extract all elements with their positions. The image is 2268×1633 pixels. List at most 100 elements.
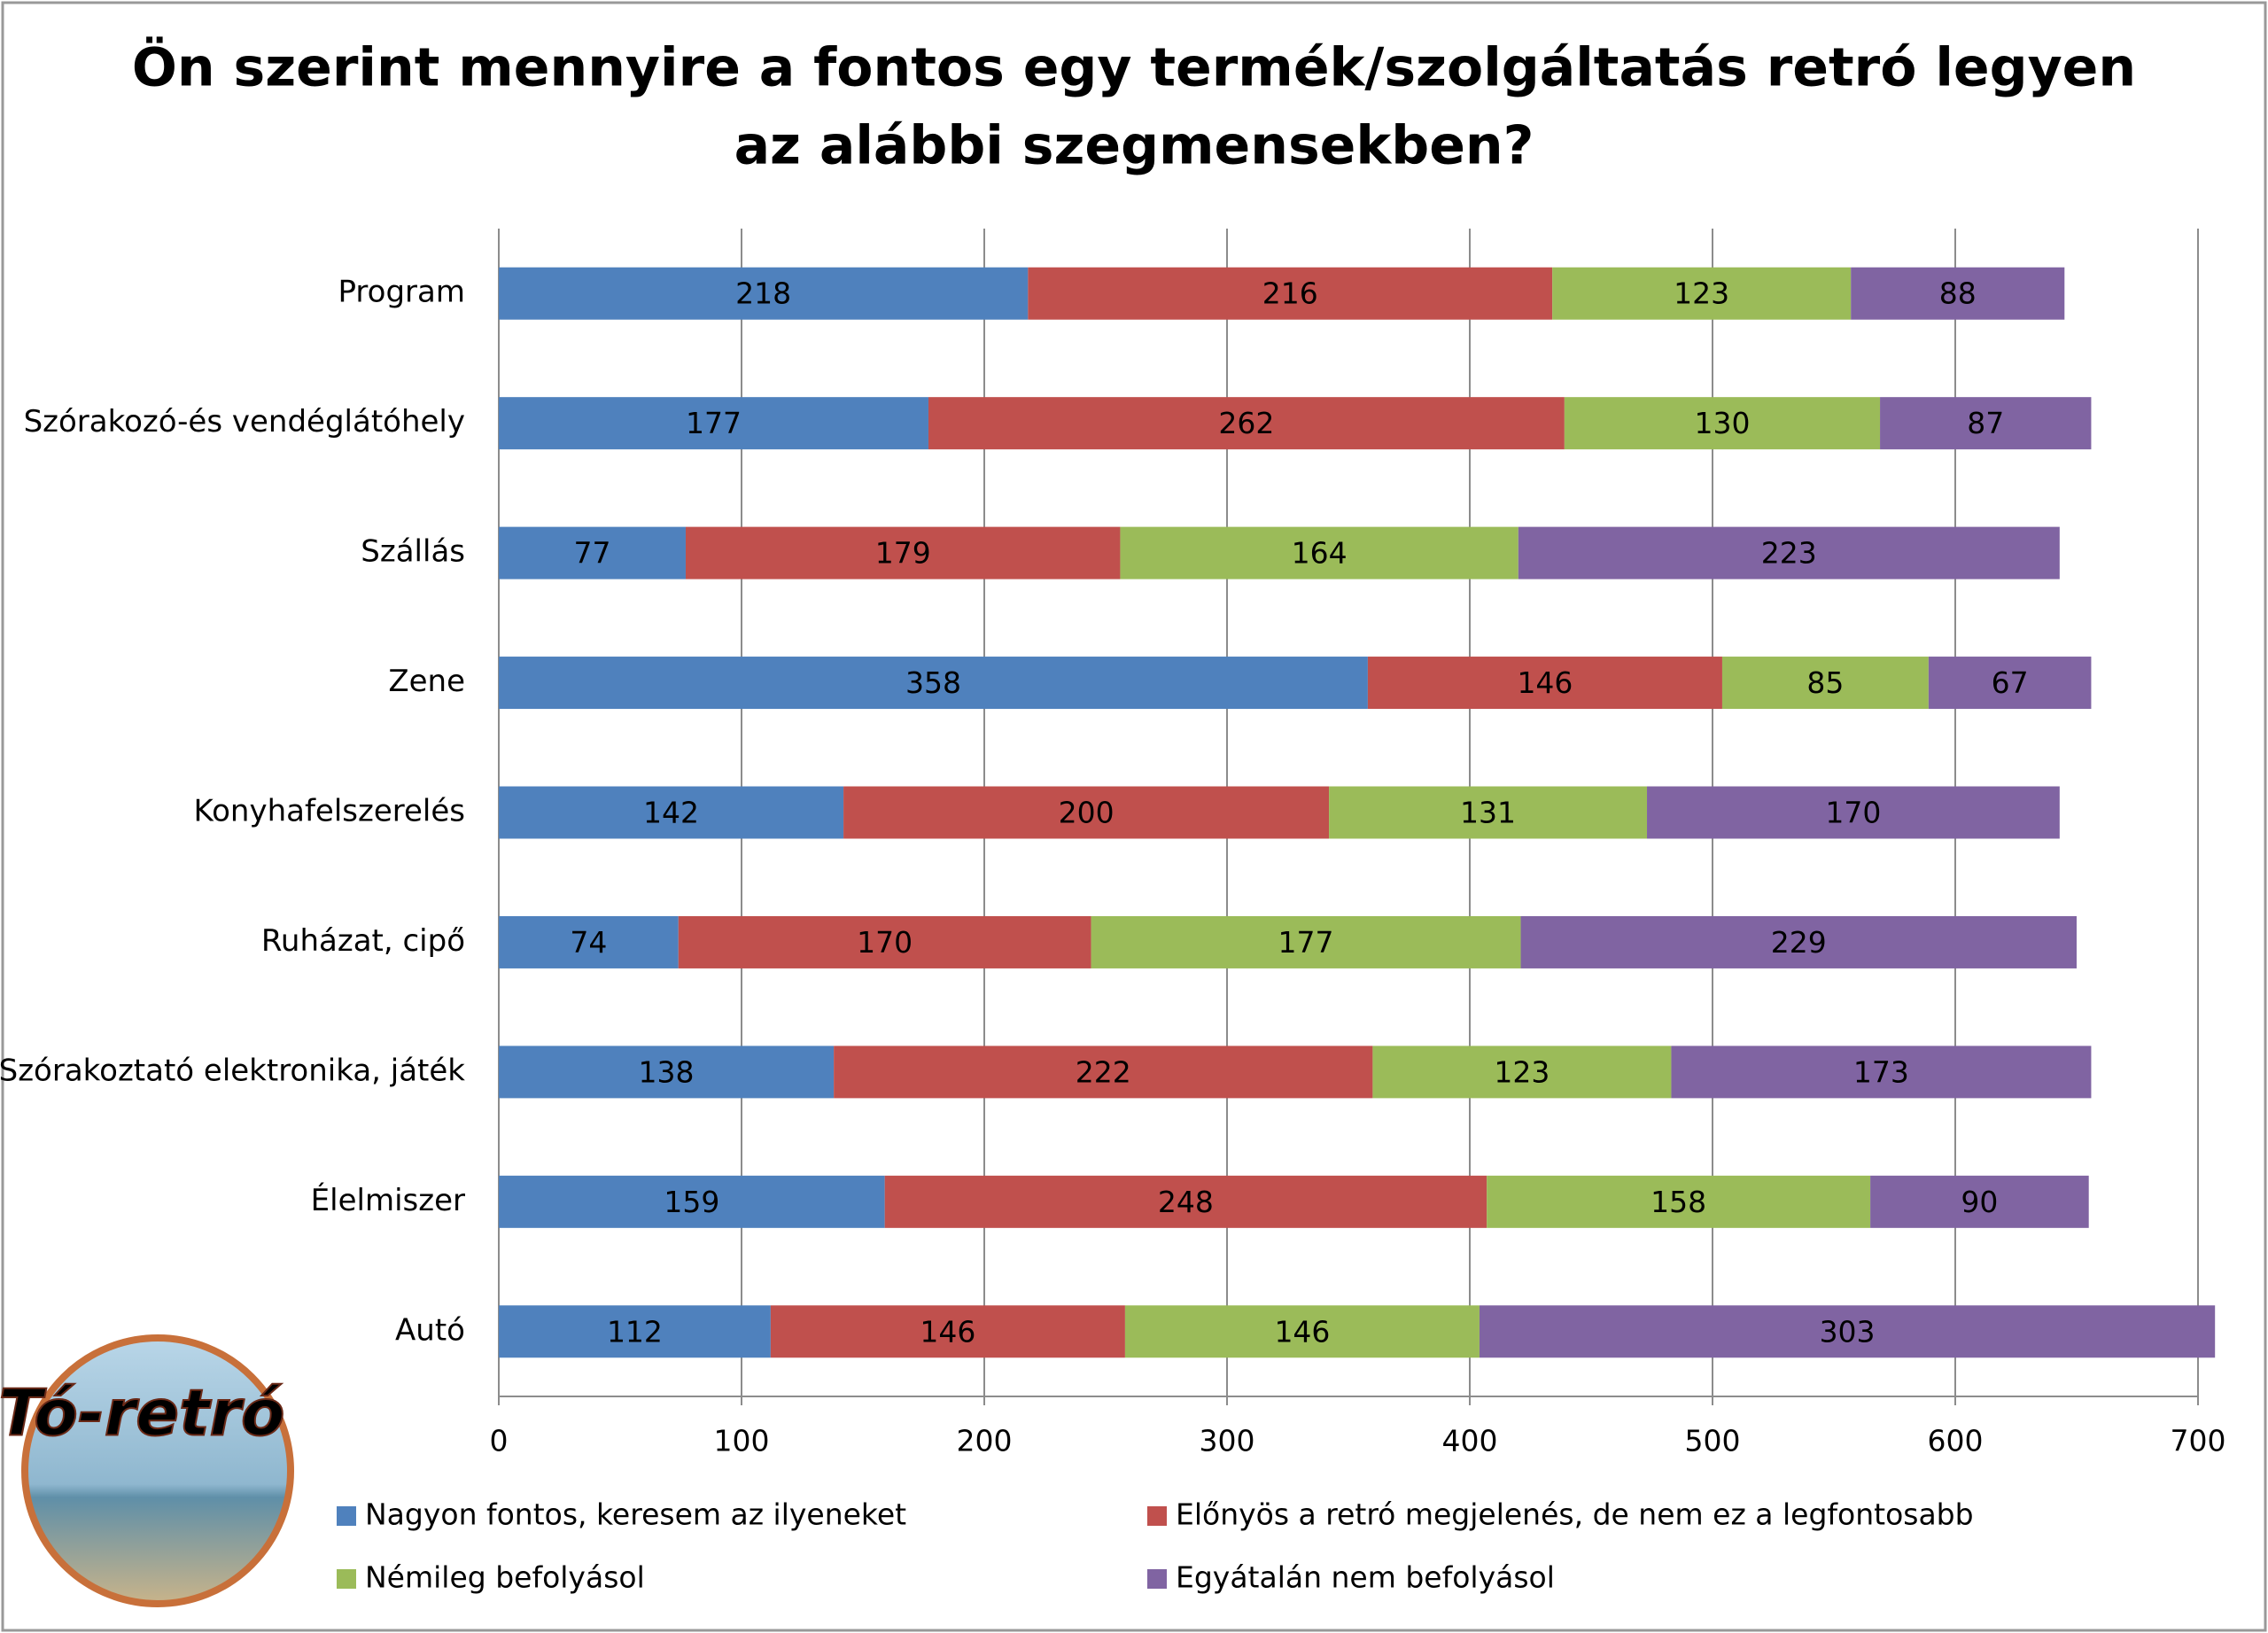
bar-segment [685,526,1121,579]
bar-segment [1367,657,1722,710]
bar-segment [499,397,928,450]
legend-label: Egyátalán nem befolyásol [1176,1560,1555,1595]
legend-swatch [337,1506,356,1526]
data-label: 146 [1517,665,1573,700]
data-label: 177 [1278,925,1334,960]
category-label: Élelmiszer [311,1182,465,1218]
data-label: 159 [664,1185,719,1219]
bar-segment [884,1175,1487,1228]
category-label: Szórakoztató elektronika, játék [0,1053,465,1088]
data-label: 131 [1460,796,1516,830]
data-label: 170 [857,925,913,960]
bar-segment [1552,267,1852,320]
data-label: 130 [1694,406,1750,440]
data-label: 146 [920,1314,975,1349]
chart-title: Ön szerint mennyire a fontos egy termék/… [132,36,2136,99]
x-tick-label: 200 [957,1424,1013,1458]
x-tick-label: 300 [1200,1424,1255,1458]
bar-segment [499,1305,771,1358]
bar-segment [1520,915,2077,968]
data-label: 229 [1771,925,1827,960]
bar-segment [499,267,1029,320]
category-label: Szórakozó-és vendéglátóhely [24,404,465,439]
data-label: 262 [1218,406,1274,440]
category-label: Autó [395,1312,465,1348]
data-label: 222 [1076,1054,1131,1089]
bar-segment [499,915,679,968]
bar-segment [1721,657,1929,710]
category-label: Szállás [361,534,465,570]
category-label: Program [338,275,465,310]
data-label: 303 [1820,1314,1876,1349]
bar-segment [499,1046,835,1099]
data-label: 216 [1262,276,1318,311]
bar-segment [1870,1175,2089,1228]
bar-segment [1120,526,1518,579]
x-tick-label: 700 [2171,1424,2226,1458]
bar-segment [1647,786,2060,839]
bar-segment [1329,786,1648,839]
legend-label: Némileg befolyásol [365,1560,645,1595]
logo-text: Tó-retró [0,1376,284,1450]
bar-segment [1372,1046,1672,1099]
bar-segment [499,526,686,579]
bar-segment [1518,526,2060,579]
data-label: 123 [1674,276,1729,311]
data-label: 138 [639,1054,695,1089]
data-label: 173 [1853,1054,1909,1089]
bar-segment [499,1175,885,1228]
x-tick-label: 600 [1928,1424,1984,1458]
data-label: 179 [875,536,931,571]
chart-title: az alábbi szegmensekben? [734,115,1534,177]
logo-badge [21,1334,294,1607]
data-label: 142 [643,796,699,830]
legend-swatch [1147,1506,1167,1526]
bar-segment [770,1305,1125,1358]
data-label: 77 [573,536,610,571]
data-label: 90 [1961,1185,1998,1219]
data-label: 67 [1992,665,2029,700]
data-label: 170 [1825,796,1881,830]
data-label: 164 [1292,536,1348,571]
x-tick-label: 400 [1442,1424,1498,1458]
x-tick-label: 0 [490,1424,509,1458]
bar-segment [499,657,1368,710]
data-label: 218 [735,276,791,311]
bar-segment [1880,397,2092,450]
legend-swatch [1147,1569,1167,1589]
bar-segment [928,397,1565,450]
logo: Tó-retró [0,1334,294,1607]
bar-segment [1028,267,1553,320]
data-label: 248 [1158,1185,1214,1219]
category-label: Konyhafelszerelés [194,794,466,829]
category-label: Ruházat, cipő [261,923,465,959]
bar-segment [678,915,1091,968]
data-label: 123 [1494,1054,1550,1089]
bar-segment [843,786,1330,839]
data-label: 146 [1274,1314,1330,1349]
bar-segment [1487,1175,1871,1228]
data-label: 87 [1967,406,2004,440]
bar-segment [834,1046,1373,1099]
bar-segment [1091,915,1521,968]
data-label: 358 [905,665,961,700]
data-label: 85 [1806,665,1844,700]
legend-label: Nagyon fontos, keresem az ilyeneket [365,1497,906,1532]
data-label: 177 [686,406,742,440]
data-label: 158 [1651,1185,1706,1219]
bar-segment [1124,1305,1480,1358]
legend-swatch [337,1569,356,1589]
bar-segment [1671,1046,2092,1099]
x-tick-label: 100 [714,1424,770,1458]
data-label: 74 [570,925,607,960]
data-label: 88 [1939,276,1977,311]
x-tick-label: 500 [1685,1424,1741,1458]
bar-segment [1564,397,1881,450]
bar-segment [1479,1305,2216,1358]
data-label: 223 [1761,536,1817,571]
bar-segment [499,786,844,839]
data-label: 112 [607,1314,663,1349]
category-label: Zene [388,664,465,699]
bar-segment [1851,267,2065,320]
